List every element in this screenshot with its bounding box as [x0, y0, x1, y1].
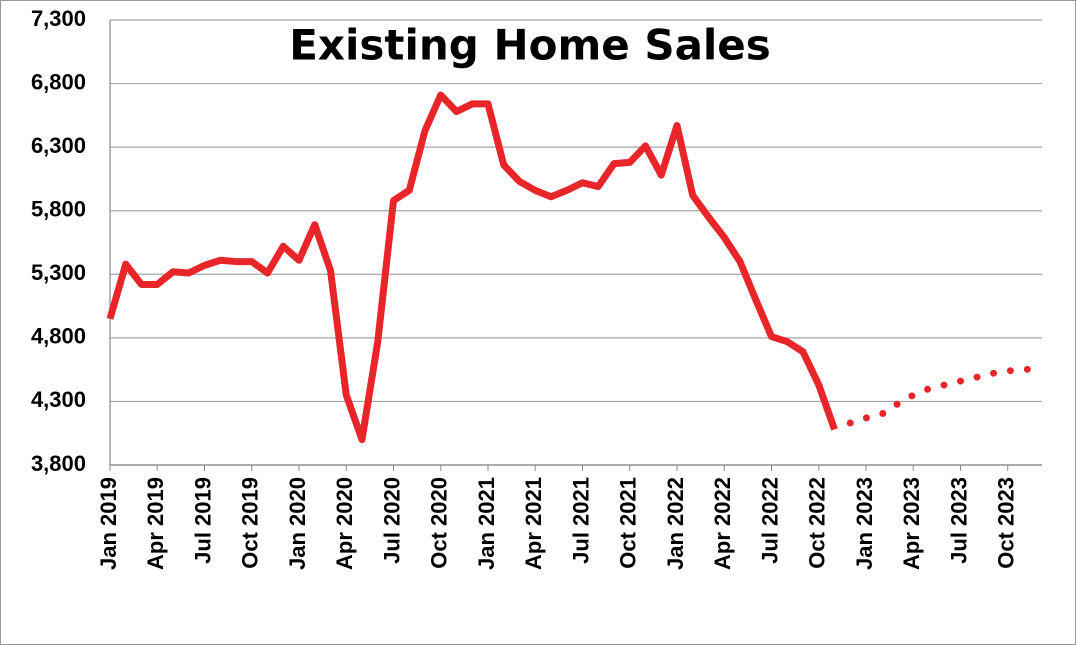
chart-title: Existing Home Sales [289, 21, 771, 70]
y-tick-label: 6,300 [31, 133, 86, 158]
series-line [846, 364, 1043, 427]
x-tick-label: Oct 2022 [805, 477, 830, 569]
y-tick-label: 5,300 [31, 260, 86, 285]
x-tick-label: Oct 2021 [616, 477, 641, 569]
x-tick-label: Jan 2019 [96, 477, 121, 570]
x-tick-label: Apr 2019 [143, 477, 168, 570]
x-tick-label: Oct 2023 [994, 477, 1019, 569]
y-tick-label: 4,800 [31, 324, 86, 349]
x-tick-label: Oct 2019 [238, 477, 263, 569]
y-tick-label: 4,300 [31, 387, 86, 412]
x-tick-label: Jul 2022 [757, 477, 782, 564]
x-tick-label: Jul 2020 [379, 477, 404, 564]
x-tick-label: Oct 2020 [427, 477, 452, 569]
series-line [106, 91, 838, 444]
x-tick-label: Jan 2023 [852, 477, 877, 570]
x-tick-label: Jul 2019 [190, 477, 215, 564]
x-tick-label: Jan 2020 [285, 477, 310, 570]
y-tick-label: 5,800 [31, 197, 86, 222]
x-tick-label: Apr 2023 [899, 477, 924, 570]
x-tick-label: Jan 2021 [474, 477, 499, 570]
x-tick-label: Jan 2022 [663, 477, 688, 570]
x-tick-label: Apr 2022 [710, 477, 735, 570]
x-tick-label: Apr 2020 [332, 477, 357, 570]
x-tick-label: Jul 2023 [946, 477, 971, 564]
y-tick-label: 3,800 [31, 451, 86, 476]
y-tick-label: 7,300 [31, 6, 86, 31]
y-tick-label: 6,800 [31, 69, 86, 94]
x-tick-label: Jul 2021 [568, 477, 593, 564]
x-tick-label: Apr 2021 [521, 477, 546, 570]
